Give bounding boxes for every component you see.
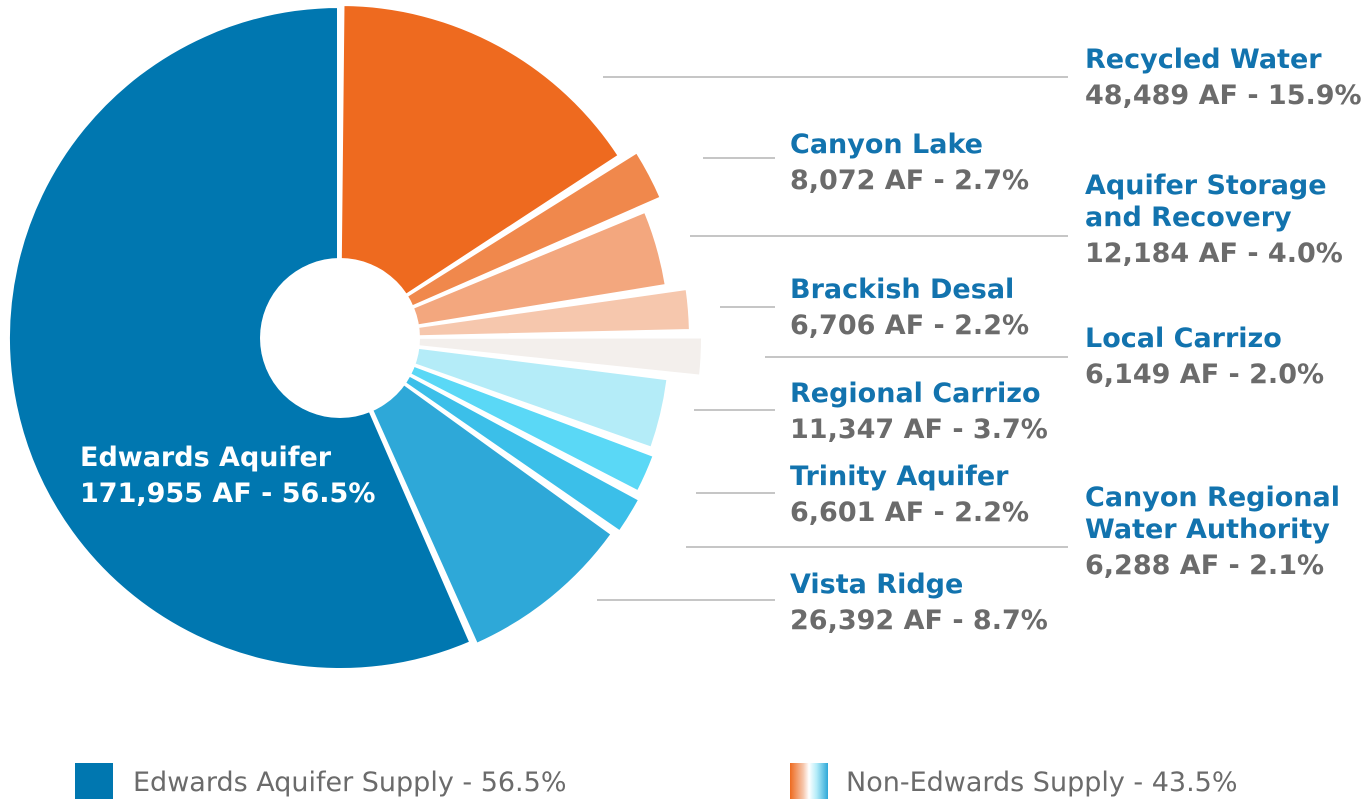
slice-trinity-aquifer xyxy=(339,337,655,493)
label-value-brackish-desal: 6,706 AF - 2.2% xyxy=(790,310,1029,341)
slice-edwards-aquifer xyxy=(4,1,477,674)
label-value-edwards-aquifer: 171,955 AF - 56.5% xyxy=(80,478,375,509)
slice-canyon-lake xyxy=(339,151,662,339)
label-name-local-carrizo: Local Carrizo xyxy=(1085,323,1282,354)
label-value-canyon-regional-water-authority: 6,288 AF - 2.1% xyxy=(1085,550,1324,581)
label-name-recycled-water: Recycled Water xyxy=(1085,44,1322,75)
slice-recycled-water xyxy=(338,4,620,340)
leader-lines xyxy=(597,76,1068,601)
pie-slices xyxy=(4,1,703,674)
label-name-aquifer-storage-and-recovery: Aquifer Storage xyxy=(1085,170,1327,201)
label-name-vista-ridge: Vista Ridge xyxy=(790,569,963,600)
label-name-canyon-regional-water-authority: Water Authority xyxy=(1085,514,1330,545)
legend: Edwards Aquifer Supply - 56.5% Non-Edwar… xyxy=(75,763,1238,799)
slice-regional-carrizo xyxy=(339,337,669,449)
label-value-vista-ridge: 26,392 AF - 8.7% xyxy=(790,605,1048,636)
slice-local-carrizo xyxy=(339,336,703,377)
legend-label-non-edwards: Non-Edwards Supply - 43.5% xyxy=(846,767,1238,798)
label-value-aquifer-storage-and-recovery: 12,184 AF - 4.0% xyxy=(1085,238,1343,269)
label-name-trinity-aquifer: Trinity Aquifer xyxy=(790,461,1009,492)
slice-vista-ridge xyxy=(337,335,613,646)
label-name-regional-carrizo: Regional Carrizo xyxy=(790,378,1041,409)
legend-label-edwards: Edwards Aquifer Supply - 56.5% xyxy=(133,767,566,798)
label-name-brackish-desal: Brackish Desal xyxy=(790,274,1014,305)
label-name-aquifer-storage-and-recovery: and Recovery xyxy=(1085,202,1292,233)
legend-swatch-non-edwards xyxy=(790,763,828,799)
label-value-trinity-aquifer: 6,601 AF - 2.2% xyxy=(790,497,1029,528)
slice-labels: Edwards Aquifer 171,955 AF - 56.5% Recycle… xyxy=(80,44,1362,636)
label-value-recycled-water: 48,489 AF - 15.9% xyxy=(1085,80,1362,111)
donut-hole xyxy=(260,258,420,418)
legend-swatch-edwards xyxy=(75,763,113,799)
label-name-canyon-lake: Canyon Lake xyxy=(790,129,983,160)
label-name-edwards-aquifer: Edwards Aquifer xyxy=(80,442,332,473)
label-value-canyon-lake: 8,072 AF - 2.7% xyxy=(790,165,1029,196)
label-name-canyon-regional-water-authority: Canyon Regional xyxy=(1085,482,1340,513)
slice-canyon-regional-water-authority xyxy=(339,337,641,533)
slice-aquifer-storage-and-recovery xyxy=(339,210,667,339)
label-value-local-carrizo: 6,149 AF - 2.0% xyxy=(1085,359,1324,390)
label-value-regional-carrizo: 11,347 AF - 3.7% xyxy=(790,414,1048,445)
slice-brackish-desal xyxy=(339,287,691,339)
